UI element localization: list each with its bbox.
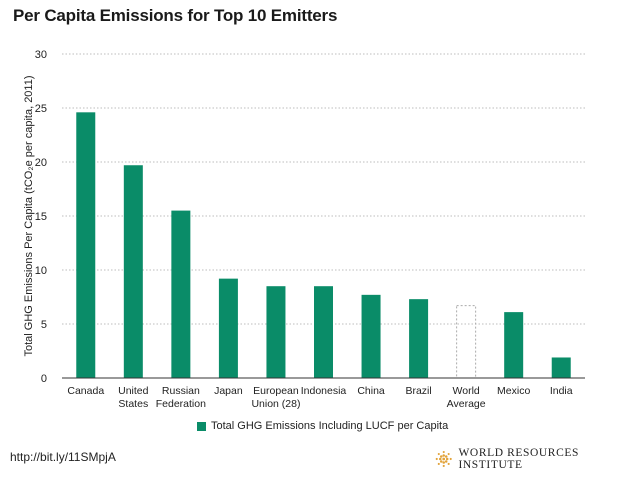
bar-russian-federation [171,210,191,378]
bar-united-states [123,165,143,378]
y-tick-label: 20 [35,157,47,169]
x-tick-label: World Average [447,385,486,410]
x-tick-label: China [357,385,385,397]
bar-japan [218,278,238,378]
y-tick-label: 10 [35,265,47,277]
y-tick-label: 0 [41,373,47,385]
bars [76,112,571,379]
wri-logo: WORLD RESOURCES INSTITUTE [435,447,641,471]
legend-swatch [197,421,206,431]
legend-label: Total GHG Emissions Including LUCF per C… [211,420,449,432]
wri-mark-icon [435,450,452,468]
y-tick-labels: 0 5 10 15 20 25 30 [35,49,47,385]
bar-canada [76,112,96,378]
x-tick-label: United States [118,385,149,410]
y-tick-label: 25 [35,103,47,115]
bar-brazil [409,299,429,378]
bar-world-average [456,305,477,379]
x-tick-label: Russian Federation [156,385,206,410]
chart-title: Per Capita Emissions for Top 10 Emitters [13,6,338,25]
bar-european-union-28- [266,286,286,378]
bar-chart: 0 5 10 15 20 25 30 Canada United States Russian Fe… [23,49,585,410]
x-tick-labels: Canada United States Russian Federation Japan… [67,385,572,410]
y-tick-label: 5 [41,319,47,331]
y-axis-label: Total GHG Emissions Per Capita (tCO₂e pe… [23,75,35,356]
source-link[interactable]: http://bit.ly/11SMpjA [10,450,116,464]
y-tick-label: 30 [35,49,47,61]
x-tick-label: European Union (28) [251,385,300,410]
organization-name: WORLD RESOURCES INSTITUTE [458,447,579,471]
x-tick-label: Indonesia [301,385,347,397]
bar-china [361,294,381,378]
x-tick-label: Brazil [405,385,431,397]
x-tick-label: Canada [67,385,104,397]
bar-indonesia [314,286,333,378]
x-tick-label: Mexico [497,385,530,397]
bar-mexico [504,312,524,378]
x-tick-label: Japan [214,385,243,397]
legend: Total GHG Emissions Including LUCF per C… [197,420,448,432]
y-tick-label: 15 [35,211,47,223]
x-tick-label: India [550,385,573,397]
bar-india [551,357,571,378]
